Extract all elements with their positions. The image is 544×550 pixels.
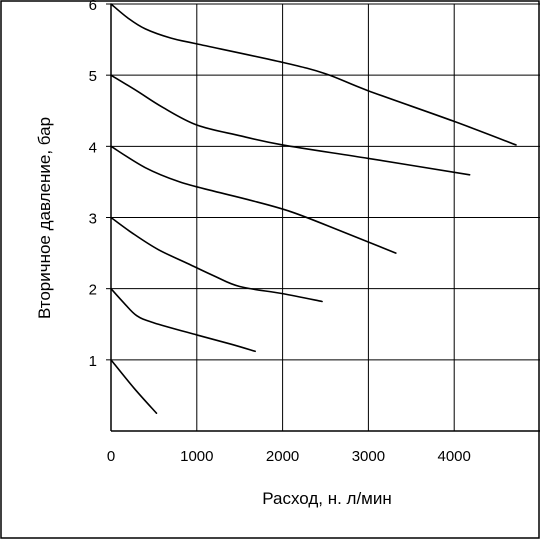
- x-tick-labels: 0 1000 2000 3000 4000: [107, 448, 471, 465]
- y-tick-label: 1: [89, 353, 97, 370]
- series-line-2: [110, 287, 256, 353]
- x-tick-label: 1000: [180, 448, 213, 465]
- y-tick-label: 6: [89, 0, 97, 14]
- y-tick-labels: 1 2 3 4 5 6: [89, 0, 97, 370]
- x-tick-label: 2000: [266, 448, 299, 465]
- x-tick-label: 0: [107, 448, 115, 465]
- x-tick-label: 3000: [352, 448, 385, 465]
- series-lines: [110, 3, 517, 415]
- y-tick-label: 4: [89, 139, 97, 156]
- figure-frame: [0, 0, 540, 539]
- series-line-6: [110, 3, 517, 146]
- series-line-1: [110, 359, 158, 415]
- y-tick-label: 5: [89, 68, 97, 85]
- series-line-4: [110, 145, 397, 254]
- series-line-3: [110, 216, 323, 303]
- y-tick-label: 2: [89, 282, 97, 299]
- series-line-5: [110, 74, 471, 176]
- x-axis-label: Расход, н. л/мин: [262, 489, 392, 508]
- grid: [111, 3, 540, 431]
- x-tick-label: 4000: [438, 448, 471, 465]
- y-tick-label: 3: [89, 211, 97, 228]
- y-axis-label: Вторичное давление, бар: [35, 117, 54, 319]
